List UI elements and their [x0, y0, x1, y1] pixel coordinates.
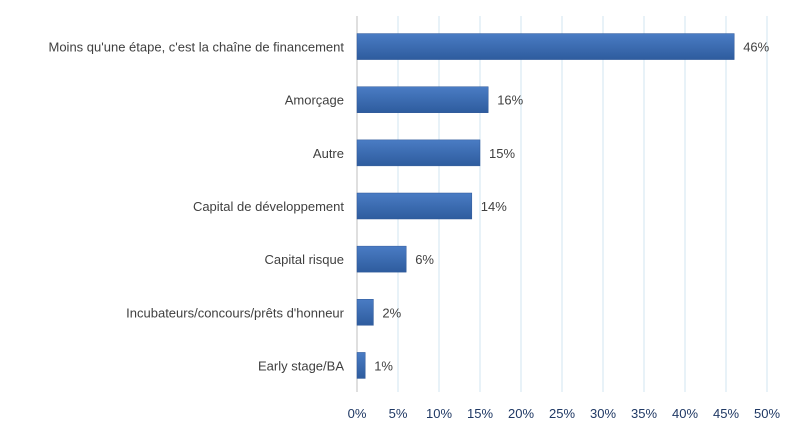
- x-tick-label: 50%: [754, 406, 780, 421]
- category-label: Moins qu'une étape, c'est la chaîne de f…: [49, 40, 345, 55]
- bar: [356, 192, 473, 220]
- bar: [356, 86, 489, 113]
- x-tick-label: 0%: [348, 406, 367, 421]
- value-labels: 46% 16% 15% 14% 6% 2% 1%: [374, 40, 769, 374]
- category-label: Amorçage: [285, 93, 344, 108]
- category-label: Capital de développement: [193, 199, 344, 214]
- x-tick-label: 20%: [508, 406, 534, 421]
- x-tick-label: 5%: [389, 406, 408, 421]
- x-tick-label: 35%: [631, 406, 657, 421]
- category-labels: Moins qu'une étape, c'est la chaîne de f…: [49, 40, 345, 374]
- x-tick-label: 15%: [467, 406, 493, 421]
- gridlines: [397, 16, 768, 392]
- category-label: Incubateurs/concours/prêts d'honneur: [126, 305, 345, 320]
- x-tick-label: 10%: [426, 406, 452, 421]
- bar: [356, 33, 735, 60]
- category-label: Early stage/BA: [258, 358, 344, 373]
- category-label: Autre: [313, 146, 344, 161]
- value-label: 6%: [415, 252, 434, 267]
- value-label: 14%: [481, 199, 507, 214]
- value-label: 46%: [743, 40, 769, 55]
- value-label: 1%: [374, 358, 393, 373]
- value-label: 2%: [382, 305, 401, 320]
- x-tick-label: 45%: [713, 406, 739, 421]
- category-label: Capital risque: [265, 252, 345, 267]
- bar: [356, 245, 407, 273]
- x-tick-label: 30%: [590, 406, 616, 421]
- x-tick-label: 25%: [549, 406, 575, 421]
- value-label: 16%: [497, 93, 523, 108]
- value-label: 15%: [489, 146, 515, 161]
- x-axis-tick-labels: 0% 5% 10% 15% 20% 25% 30% 35% 40% 45% 50%: [348, 406, 781, 421]
- bar: [356, 139, 481, 167]
- bar: [356, 352, 366, 379]
- x-tick-label: 40%: [672, 406, 698, 421]
- bars: [356, 33, 735, 379]
- bar: [356, 299, 374, 326]
